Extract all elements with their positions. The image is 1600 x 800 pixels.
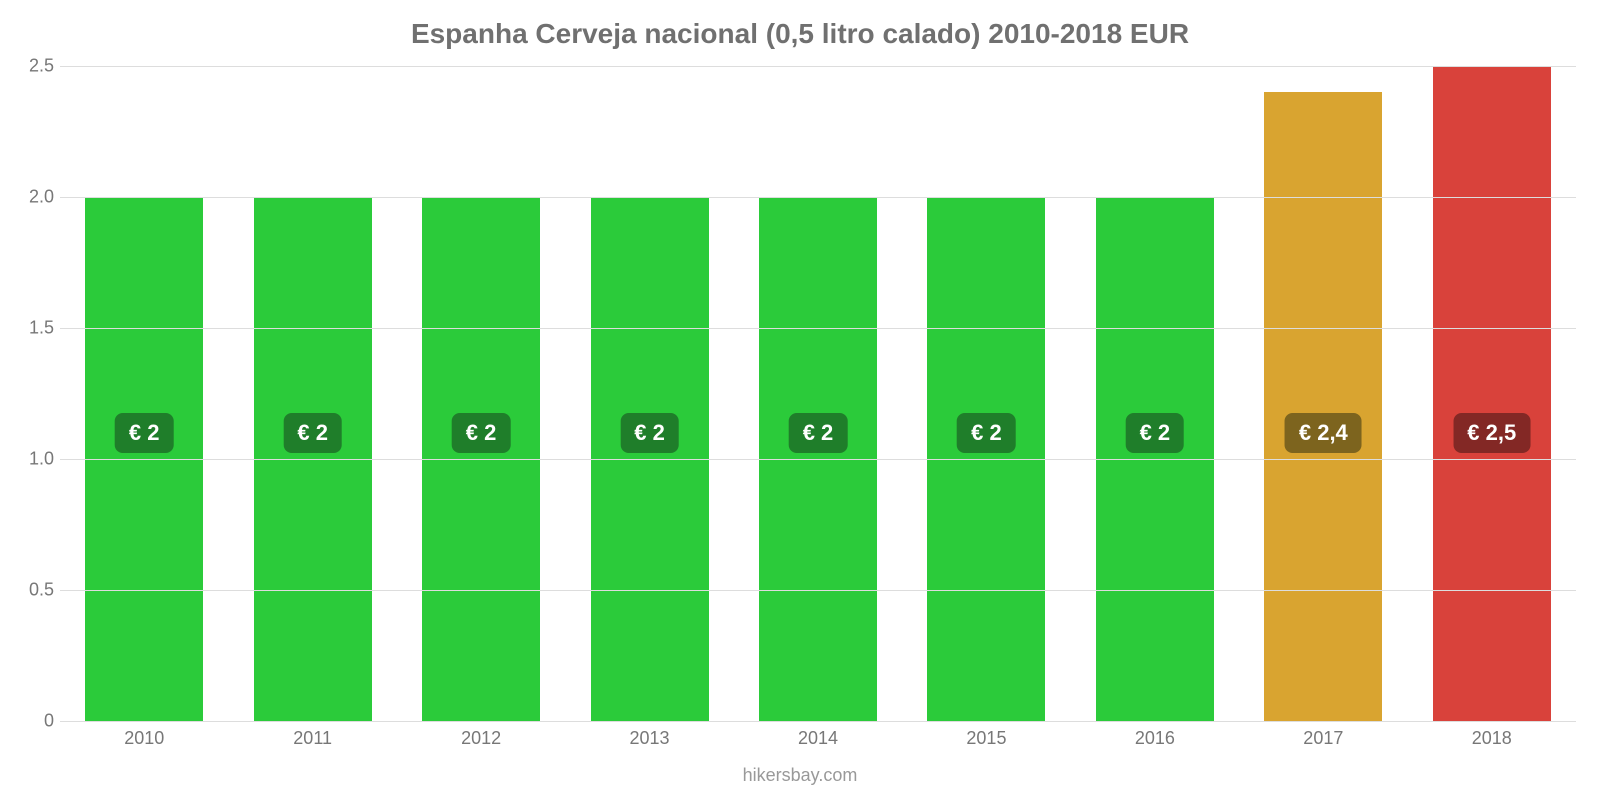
- chart-title: Espanha Cerveja nacional (0,5 litro cala…: [0, 0, 1600, 50]
- y-axis-label: 0.5: [14, 580, 54, 601]
- gridline: [60, 66, 1576, 67]
- value-label: € 2,4: [1285, 413, 1362, 453]
- x-axis-label: 2013: [630, 728, 670, 749]
- gridline: [60, 459, 1576, 460]
- gridline: [60, 328, 1576, 329]
- x-axis-label: 2011: [293, 728, 332, 749]
- value-label: € 2: [620, 413, 679, 453]
- chart-container: Espanha Cerveja nacional (0,5 litro cala…: [0, 0, 1600, 800]
- value-label: € 2: [115, 413, 174, 453]
- gridline: [60, 590, 1576, 591]
- bar: € 2,5: [1433, 66, 1551, 721]
- credit-text: hikersbay.com: [0, 765, 1600, 786]
- y-axis-label: 0: [14, 711, 54, 732]
- y-axis-label: 2.0: [14, 187, 54, 208]
- y-axis-label: 2.5: [14, 56, 54, 77]
- value-label: € 2: [1126, 413, 1185, 453]
- value-label: € 2: [283, 413, 342, 453]
- x-axis-label: 2014: [798, 728, 838, 749]
- x-axis-label: 2015: [966, 728, 1006, 749]
- value-label: € 2: [957, 413, 1016, 453]
- value-label: € 2: [789, 413, 848, 453]
- x-axis-label: 2018: [1472, 728, 1512, 749]
- x-axis-labels: 2010 2011 2012 2013 2014 2015 2016 2017 2018: [60, 728, 1576, 752]
- value-label: € 2: [452, 413, 511, 453]
- x-axis-label: 2016: [1135, 728, 1175, 749]
- y-axis-label: 1.5: [14, 318, 54, 339]
- value-label: € 2,5: [1453, 413, 1530, 453]
- gridline: [60, 721, 1576, 722]
- x-axis-label: 2012: [461, 728, 501, 749]
- y-axis-label: 1.0: [14, 449, 54, 470]
- bars-layer: € 2 € 2 € 2 € 2 € 2 € 2 € 2 € 2,4 € 2,5: [60, 66, 1576, 721]
- x-axis-label: 2017: [1303, 728, 1343, 749]
- plot-area: € 2€ 2€ 2€ 2€ 2€ 2€ 2€ 2,4€ 2,5 00.51.01…: [60, 66, 1576, 722]
- bar: € 2,4: [1264, 92, 1382, 721]
- x-axis-label: 2010: [124, 728, 164, 749]
- gridline: [60, 197, 1576, 198]
